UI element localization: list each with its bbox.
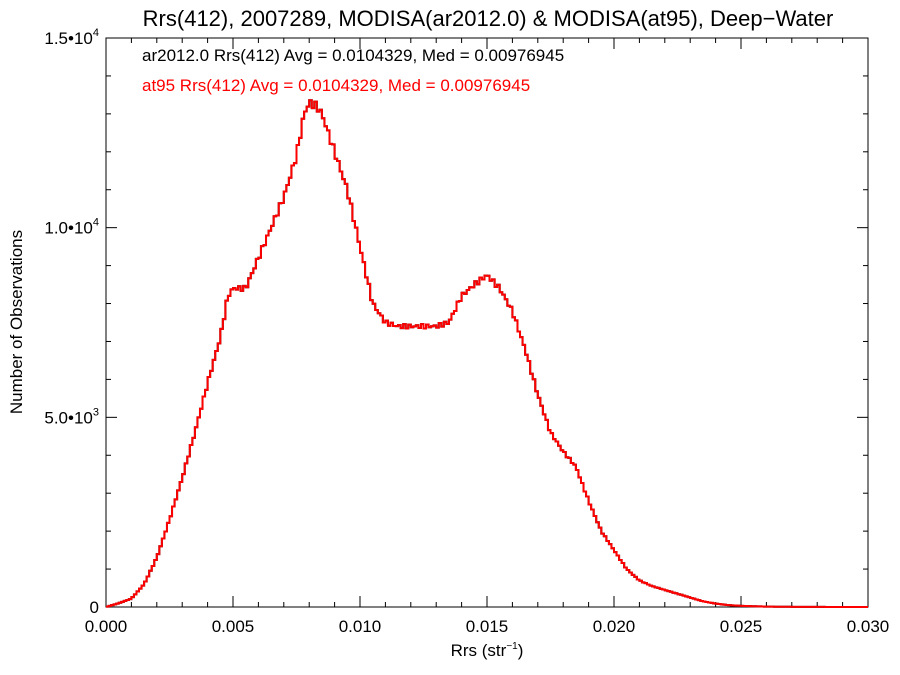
series-ar2012.0 [106,99,868,608]
y-tick-label: 0 [90,598,99,617]
y-axis: 0 5.0•103 1.0•104 1.5•104 [44,27,868,617]
chart-title: Rrs(412), 2007289, MODISA(ar2012.0) & MO… [143,6,834,31]
x-axis-label: Rrs (str−1) [451,641,524,660]
annotation-ar2012: ar2012.0 Rrs(412) Avg = 0.0104329, Med =… [142,46,564,65]
x-tick-label: 0.025 [720,617,763,636]
x-axis-label-exponent: −1 [506,641,518,652]
y-axis-label: Number of Observations [7,230,26,414]
plot-frame [105,37,869,608]
x-tick-label: 0.010 [339,617,382,636]
y-tick-label: 5.0•103 [44,406,99,427]
y-tick-label: 1.5•104 [44,27,99,48]
x-tick-label: 0.015 [466,617,509,636]
series-at95 [106,99,868,608]
annotation-at95: at95 Rrs(412) Avg = 0.0104329, Med = 0.0… [142,76,530,95]
x-axis: 0.000 0.005 0.010 0.015 0.020 0.025 0.030 [85,38,890,636]
y-tick-label: 1.0•104 [44,217,99,238]
x-tick-label: 0.020 [593,617,636,636]
x-tick-label: 0.005 [212,617,255,636]
x-tick-label: 0.030 [847,617,890,636]
series-group [106,99,868,608]
x-tick-label: 0.000 [85,617,128,636]
